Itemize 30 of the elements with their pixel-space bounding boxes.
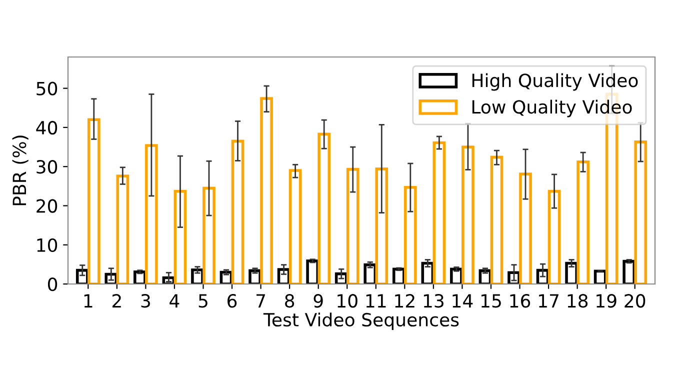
x-tick-label: 4: [170, 294, 180, 308]
x-tick-label: 7: [256, 294, 265, 308]
x-tick-label: 10: [338, 294, 358, 308]
y-tick-label: 0: [48, 277, 58, 292]
y-tick-label: 10: [37, 238, 58, 252]
x-tick-label: 18: [568, 294, 588, 308]
y-tick-label: 40: [36, 120, 58, 135]
x-tick-label: 19: [596, 294, 616, 308]
x-tick-label: 13: [424, 294, 444, 308]
x-tick-label: 11: [366, 294, 386, 308]
x-tick-label: 12: [395, 294, 414, 308]
x-tick-label: 14: [452, 294, 473, 308]
legend-label: Low Quality Video: [472, 100, 632, 118]
y-axis-title: PBR (%): [12, 136, 28, 206]
x-tick-label: 9: [314, 294, 323, 308]
x-tick-label: 15: [481, 294, 501, 308]
y-tick-label: 30: [36, 160, 58, 174]
x-tick-label: 16: [510, 294, 530, 308]
y-tick-label: 50: [36, 82, 58, 96]
legend-label: High Quality Video: [472, 73, 638, 91]
x-tick-label: 8: [285, 294, 294, 308]
y-tick-label: 20: [36, 199, 58, 213]
x-tick-label: 5: [198, 294, 208, 308]
x-tick-label: 17: [539, 294, 558, 308]
x-tick-label: 20: [624, 294, 646, 308]
x-tick-label: 2: [112, 294, 121, 308]
x-tick-label: 3: [141, 294, 150, 308]
x-axis-title: Test Video Sequences: [263, 312, 459, 330]
x-tick-label: 1: [84, 294, 92, 308]
x-tick-label: 6: [228, 294, 237, 308]
